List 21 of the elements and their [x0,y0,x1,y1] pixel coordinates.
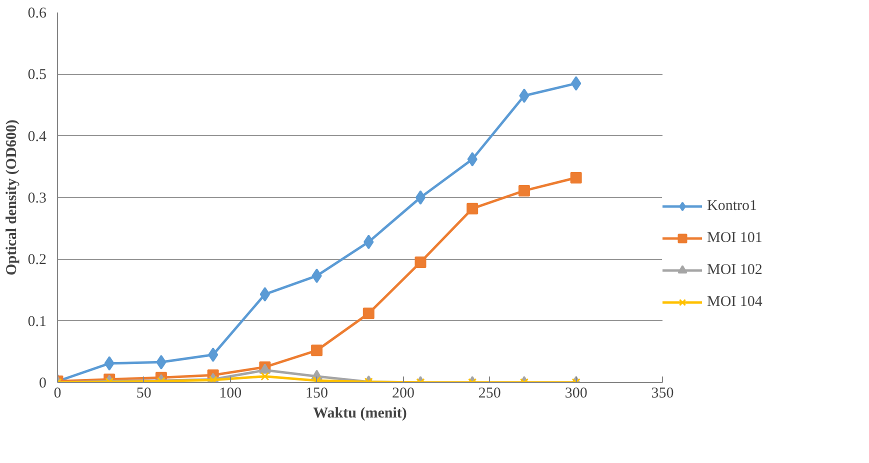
x-tick-label: 300 [564,386,588,402]
legend-label: MOI 102 [707,262,762,278]
y-tick-label: 0.6 [28,6,47,22]
x-axis-title: Waktu (menit) [313,406,407,422]
x-tick-label: 150 [306,386,328,402]
y-tick-label: 0.1 [28,314,46,330]
y-tick-label: 0 [39,376,46,392]
x-tick-label: 0 [54,386,62,402]
x-tick-label: 350 [651,386,674,402]
x-tick-label: 100 [219,386,242,402]
x-tick-label: 50 [136,386,152,402]
legend-label: Kontro1 [707,198,757,214]
y-tick-label: 0.3 [28,190,46,206]
y-tick-label: 0.4 [28,128,47,145]
y-tick-label: 0.2 [28,252,46,268]
x-tick-label: 250 [478,386,501,402]
y-tick-label: 0.5 [28,67,46,84]
legend-label: MOI 101 [707,230,762,246]
legend-label: MOI 104 [707,294,762,310]
x-tick-label: 200 [392,386,414,402]
y-axis-title: Optical density (OD600) [4,120,20,276]
